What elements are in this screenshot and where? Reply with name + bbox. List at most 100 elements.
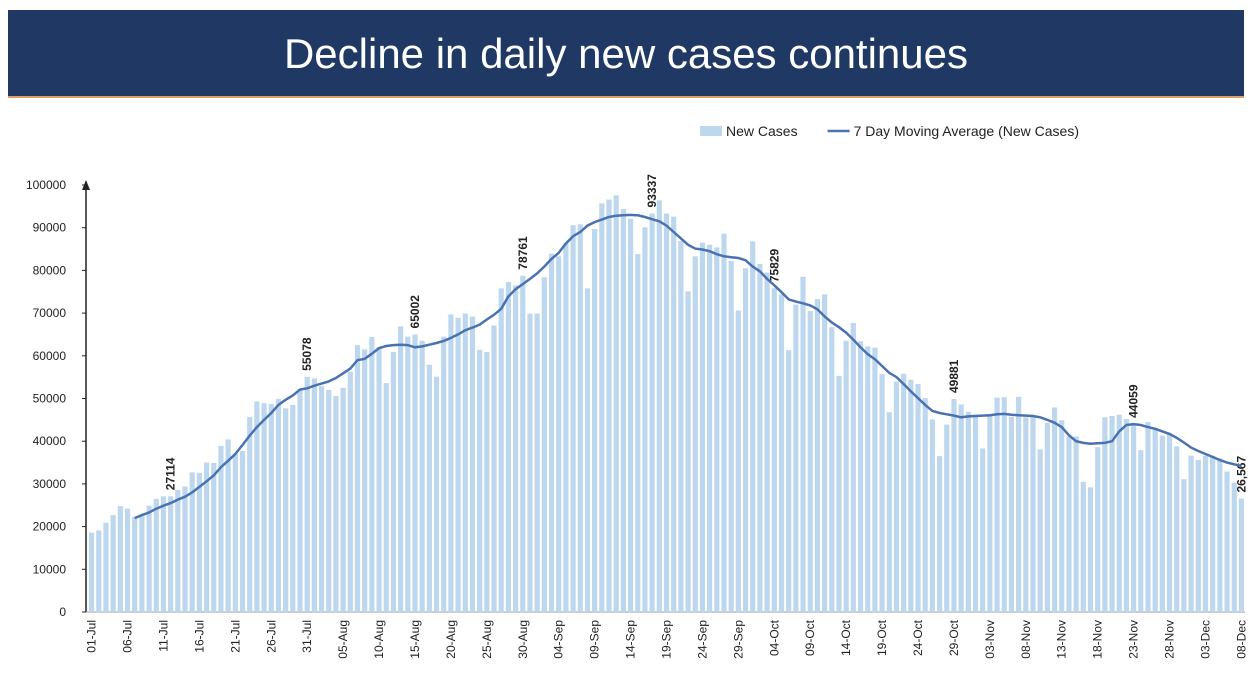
bar — [786, 350, 792, 612]
bar — [678, 240, 684, 612]
y-tick-label: 10000 — [33, 562, 67, 576]
bar — [239, 451, 246, 612]
bar — [663, 213, 670, 612]
bar — [491, 325, 497, 612]
bar — [484, 351, 490, 612]
bar — [1051, 407, 1058, 612]
bar — [124, 508, 131, 612]
bar — [254, 401, 260, 612]
bar — [1080, 481, 1086, 612]
bar — [333, 395, 339, 612]
bar — [1116, 414, 1122, 612]
bar — [1030, 416, 1036, 612]
data-label: 44059 — [1127, 384, 1141, 418]
bar — [261, 403, 267, 612]
bar — [520, 275, 526, 612]
bar — [1095, 447, 1101, 612]
bar — [1087, 487, 1094, 612]
bar — [96, 530, 102, 612]
x-tick-label: 19-Sep — [660, 620, 674, 659]
bar — [1202, 455, 1209, 612]
y-tick-label: 100000 — [26, 178, 66, 192]
bar — [994, 397, 1000, 612]
bar — [340, 387, 346, 612]
data-label: 49881 — [947, 359, 961, 393]
bar — [139, 514, 145, 612]
data-label: 93337 — [645, 174, 659, 208]
x-tick-label: 19-Oct — [875, 619, 889, 656]
bar — [879, 374, 885, 612]
header-band — [8, 10, 1244, 96]
bar — [153, 498, 159, 612]
x-tick-label: 21-Jul — [228, 620, 242, 653]
bar — [1166, 433, 1173, 612]
x-tick-label: 04-Sep — [552, 620, 566, 659]
bar — [189, 472, 195, 612]
bar — [865, 346, 871, 612]
bar — [318, 386, 325, 612]
bar — [268, 404, 274, 612]
bar — [347, 371, 353, 612]
y-tick-label: 70000 — [33, 306, 67, 320]
bar — [203, 462, 210, 612]
y-tick-label: 30000 — [33, 477, 67, 491]
bar — [247, 416, 253, 612]
data-label: 75829 — [767, 249, 781, 283]
bar — [512, 285, 519, 612]
bar — [958, 404, 964, 612]
bar — [563, 243, 569, 612]
x-tick-label: 16-Jul — [192, 620, 206, 653]
bar — [326, 389, 332, 612]
bar — [944, 424, 950, 612]
bar — [771, 288, 777, 612]
x-tick-label: 09-Oct — [803, 619, 817, 656]
bar — [671, 216, 677, 612]
x-tick-label: 15-Aug — [408, 620, 422, 659]
bar — [1145, 421, 1151, 612]
bar — [750, 241, 756, 612]
bar — [182, 486, 188, 612]
bar — [132, 516, 138, 612]
bar — [707, 244, 713, 612]
x-tick-label: 23-Nov — [1127, 620, 1141, 659]
bar — [462, 313, 468, 612]
bar — [419, 340, 425, 612]
x-tick-label: 13-Nov — [1055, 620, 1069, 659]
bar — [599, 203, 605, 612]
bar — [980, 448, 986, 612]
bar — [275, 398, 282, 612]
bar — [311, 378, 317, 612]
bar — [369, 337, 375, 612]
y-tick-label: 60000 — [33, 349, 67, 363]
y-tick-label: 50000 — [33, 392, 67, 406]
x-tick-label: 04-Oct — [767, 619, 781, 656]
bar — [1109, 416, 1115, 612]
bar — [412, 334, 418, 612]
legend-label: 7 Day Moving Average (New Cases) — [854, 123, 1079, 139]
bar — [570, 225, 576, 612]
x-tick-label: 11-Jul — [156, 620, 170, 652]
bar — [218, 445, 224, 612]
bar — [635, 254, 641, 612]
bar — [362, 349, 368, 612]
bar — [800, 276, 806, 612]
bar — [548, 253, 555, 612]
bar — [649, 213, 655, 613]
bar — [1066, 436, 1072, 612]
x-tick-label: 05-Aug — [336, 620, 350, 659]
bar — [857, 341, 864, 612]
x-tick-label: 08-Nov — [1019, 620, 1033, 659]
bar — [556, 256, 562, 612]
bar — [656, 200, 662, 612]
legend-swatch — [700, 126, 722, 136]
bar — [1181, 479, 1187, 612]
bar — [398, 326, 404, 612]
bar — [807, 310, 813, 612]
chart-title: Decline in daily new cases continues — [284, 30, 968, 77]
bar — [297, 389, 303, 612]
bar — [757, 263, 763, 612]
bar — [606, 199, 612, 612]
bar — [843, 340, 849, 612]
bar — [613, 195, 619, 613]
